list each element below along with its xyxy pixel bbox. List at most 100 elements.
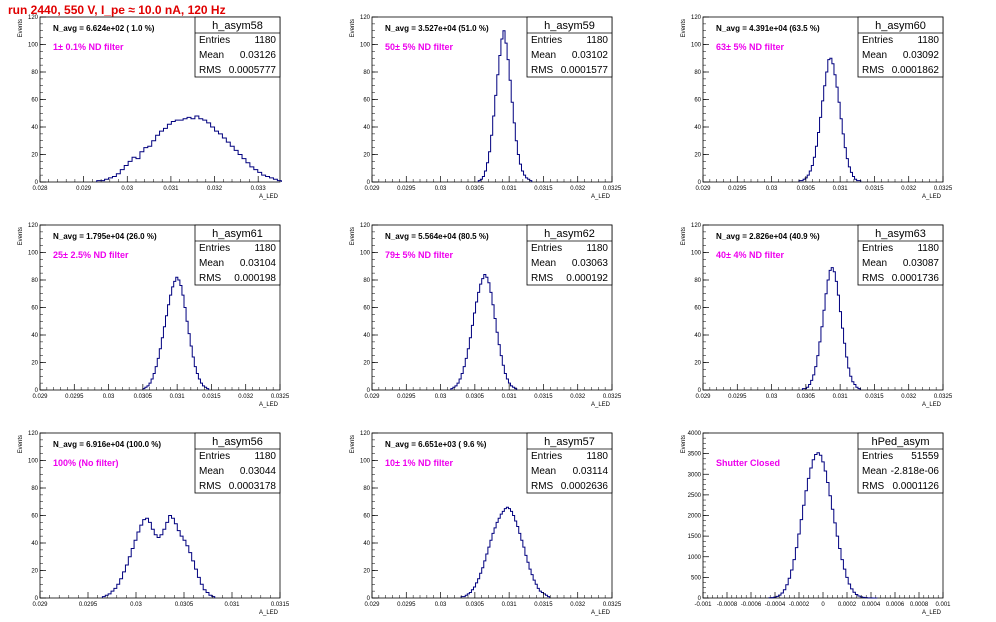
y-tick-label: 0 <box>35 596 39 602</box>
x-tick-label: 0.0295 <box>397 186 416 192</box>
y-tick-label: 40 <box>363 125 370 131</box>
stat-label-rms: RMS <box>862 273 885 284</box>
histogram-panel-h_asym60: 0 20 40 60 80 100 120 0.029 0.0295 0.03 0.0305 0.03… <box>681 15 953 200</box>
stat-value-entries: 1180 <box>586 451 608 462</box>
stat-value-mean: 0.03087 <box>903 258 940 269</box>
x-tick-label: 0.0315 <box>534 186 553 192</box>
stats-box <box>526 16 613 78</box>
y-tick-label: 120 <box>28 15 39 21</box>
x-tick-label: 0.029 <box>364 394 380 400</box>
y-tick-label: 0 <box>35 180 39 186</box>
y-tick-label: 100 <box>28 251 39 257</box>
stat-label-entries: Entries <box>199 35 230 46</box>
x-tick-label: 0.029 <box>695 186 711 192</box>
navg-annotation: N_avg = 3.527e+04 (51.0 %) <box>385 24 489 33</box>
x-axis-label: A_LED <box>922 402 942 408</box>
histogram-panel-h_asym57: 0 20 40 60 80 100 120 0.029 0.0295 0.03 0.0305 0.03… <box>350 431 622 616</box>
navg-annotation: N_avg = 4.391e+04 (63.5 %) <box>716 24 820 33</box>
histogram-series <box>101 515 216 598</box>
y-tick-label: 60 <box>31 514 38 520</box>
filter-note: 25± 2.5% ND filter <box>53 250 129 260</box>
x-tick-label: 0.031 <box>502 186 518 192</box>
y-tick-label: 3500 <box>688 452 702 458</box>
stat-label-rms: RMS <box>199 481 222 492</box>
x-tick-label: 0.031 <box>163 186 179 192</box>
x-axis-label: A_LED <box>591 610 611 616</box>
x-tick-label: -0.0006 <box>741 602 762 608</box>
x-tick-label: 0.029 <box>364 602 380 608</box>
x-tick-label: -0.001 <box>694 602 712 608</box>
histogram-name: h_asym61 <box>212 228 263 240</box>
y-axis-label: Events <box>350 435 356 453</box>
stat-label-mean: Mean <box>862 50 887 61</box>
y-tick-label: 20 <box>694 361 701 367</box>
x-tick-label: 0.0325 <box>603 602 622 608</box>
y-tick-label: 80 <box>694 70 701 76</box>
y-axis-label: Events <box>350 227 356 245</box>
x-tick-label: 0.0004 <box>862 602 881 608</box>
stat-label-entries: Entries <box>531 243 562 254</box>
stat-value-rms: 0.0001862 <box>892 65 940 76</box>
y-tick-label: 120 <box>360 431 371 437</box>
y-tick-label: 40 <box>694 333 701 339</box>
x-tick-label: 0.0325 <box>603 186 622 192</box>
filter-note: 63± 5% ND filter <box>716 42 784 52</box>
x-tick-label: 0.031 <box>502 394 518 400</box>
histogram-name: h_asym60 <box>875 20 926 32</box>
x-tick-label: 0.0315 <box>865 186 884 192</box>
filter-note: 1± 0.1% ND filter <box>53 42 124 52</box>
y-tick-label: 0 <box>698 388 702 394</box>
x-tick-label: 0.0315 <box>202 394 221 400</box>
x-tick-label: 0.0305 <box>134 394 153 400</box>
stat-label-rms: RMS <box>862 65 885 76</box>
x-tick-label: 0.0002 <box>838 602 857 608</box>
y-tick-label: 1500 <box>688 534 702 540</box>
histogram-series <box>142 276 210 390</box>
x-tick-label: 0.0325 <box>934 394 953 400</box>
x-tick-label: 0.0315 <box>534 602 553 608</box>
stat-value-rms: 0.0005777 <box>229 65 277 76</box>
x-tick-label: 0.031 <box>170 394 186 400</box>
stat-label-entries: Entries <box>531 35 562 46</box>
stat-value-entries: 1180 <box>917 35 939 46</box>
y-tick-label: 60 <box>31 98 38 104</box>
stat-value-entries: 1180 <box>586 35 608 46</box>
y-tick-label: 2500 <box>688 493 702 499</box>
x-tick-label: 0.0315 <box>865 394 884 400</box>
stat-label-mean: Mean <box>531 50 556 61</box>
x-axis-label: A_LED <box>591 402 611 408</box>
histogram-panel-h_asym61: 0 20 40 60 80 100 120 0.029 0.0295 0.03 0.0305 0.03… <box>18 223 290 408</box>
y-tick-label: 40 <box>694 125 701 131</box>
histogram-series <box>450 274 518 390</box>
y-tick-label: 120 <box>691 223 702 229</box>
stat-label-entries: Entries <box>862 243 893 254</box>
y-axis-label: Events <box>350 19 356 37</box>
navg-annotation: N_avg = 6.916e+04 (100.0 %) <box>53 440 161 449</box>
y-tick-label: 120 <box>28 431 39 437</box>
histogram-series <box>96 115 282 182</box>
stat-label-rms: RMS <box>199 273 222 284</box>
stat-label-entries: Entries <box>531 451 562 462</box>
y-tick-label: 3000 <box>688 472 702 478</box>
y-axis-label: Events <box>18 19 24 37</box>
x-tick-label: 0.031 <box>833 394 849 400</box>
x-tick-label: 0.033 <box>251 186 267 192</box>
y-tick-label: 80 <box>31 486 38 492</box>
y-tick-label: 100 <box>360 459 371 465</box>
stat-value-mean: 0.03092 <box>903 50 940 61</box>
x-tick-label: 0.029 <box>32 602 48 608</box>
x-tick-label: 0.031 <box>502 602 518 608</box>
stat-label-entries: Entries <box>199 451 230 462</box>
stat-value-entries: 1180 <box>254 35 276 46</box>
stat-label-rms: RMS <box>199 65 222 76</box>
x-axis-label: A_LED <box>922 610 942 616</box>
y-axis-label: Events <box>18 227 24 245</box>
stat-value-rms: 0.000192 <box>566 273 608 284</box>
stat-label-mean: Mean <box>199 258 224 269</box>
stat-value-mean: 0.03063 <box>572 258 609 269</box>
x-tick-label: 0.032 <box>901 186 917 192</box>
y-tick-label: 120 <box>360 15 371 21</box>
x-tick-label: 0.029 <box>76 186 92 192</box>
x-tick-label: 0.0295 <box>397 394 416 400</box>
y-tick-label: 4000 <box>688 431 702 437</box>
